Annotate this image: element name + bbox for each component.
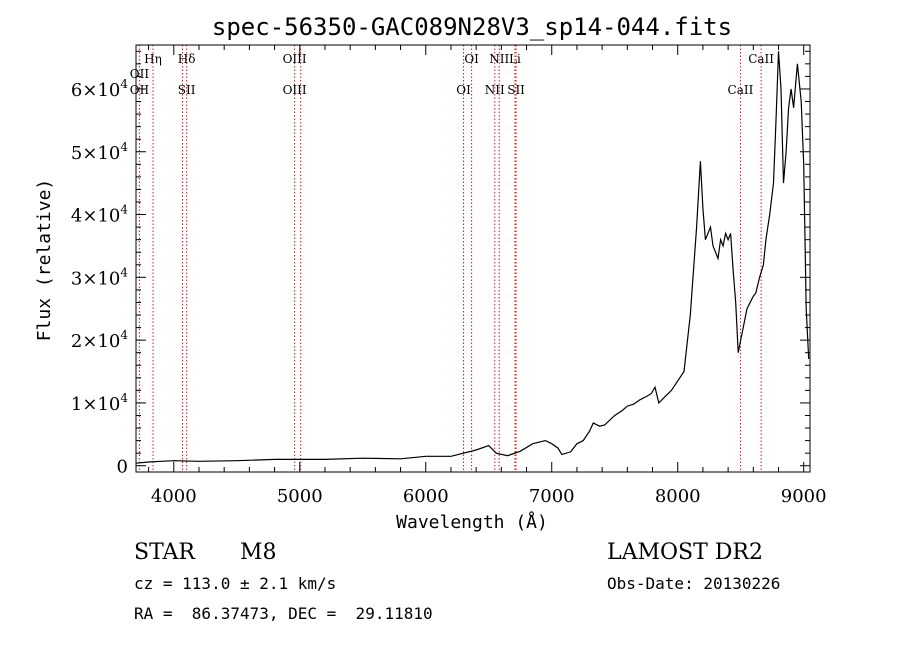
chart-title: spec-56350-GAC089N28V3_sp14-044.fits [212,13,732,41]
x-tick-label: 5000 [277,486,323,507]
line-marker-bottom-label: OIII [283,83,307,97]
line-marker-top-label: OIII [283,52,307,66]
x-tick-label: 4000 [151,486,197,507]
y-axis-label: Flux (relative) [34,179,55,342]
x-tick-label: 8000 [655,486,701,507]
x-axis-ticks: 4000 5000 6000 7000 8000 9000 [148,45,827,507]
line-marker-top-label: Li [509,52,521,66]
x-tick-label: 7000 [529,486,575,507]
y-tick-label: 2×104 [71,328,128,352]
x-tick-label: 6000 [403,486,449,507]
spectral-line-markers [138,45,762,472]
coordinates-readout: RA = 86.37473, DEC = 29.11810 [134,604,433,623]
y-tick-label: 0 [117,457,128,478]
line-marker-top-label: Hδ [178,52,196,66]
y-tick-label: 6×104 [71,77,128,101]
line-marker-top-label: NII [489,52,509,66]
y-tick-label: 5×104 [71,140,128,164]
y-tick-label: 1×104 [71,391,128,415]
line-marker-bottom-label: CaII [728,83,754,97]
object-type: STAR [134,540,195,565]
line-marker-bottom-label: OI [456,83,471,97]
line-marker-bottom-label: SII [507,83,525,97]
y-tick-label: 3×104 [71,265,128,289]
line-marker-top-label: OI [464,52,479,66]
x-axis-label: Wavelength (Å) [396,511,548,533]
object-subclass: M8 [240,540,277,565]
line-marker-top-label: Hη [144,52,162,66]
line-marker-bottom-label: OII [130,83,150,97]
line-marker-top-label: OII [130,67,150,81]
survey-name: LAMOST DR2 [607,540,763,565]
y-tick-label: 4×104 [71,203,128,227]
obs-date: Obs-Date: 20130226 [607,574,781,593]
spectrum-line [135,51,810,464]
plot-frame [135,44,811,473]
x-tick-label: 9000 [781,486,827,507]
y-axis-ticks: 0 1×104 2×104 3×104 4×104 5×104 6×104 [71,50,810,478]
line-marker-bottom-label: SII [178,83,196,97]
redshift-readout: cz = 113.0 ± 2.1 km/s [134,574,337,593]
line-marker-bottom-label: NII [485,83,505,97]
line-marker-top-label: CaII [748,52,774,66]
